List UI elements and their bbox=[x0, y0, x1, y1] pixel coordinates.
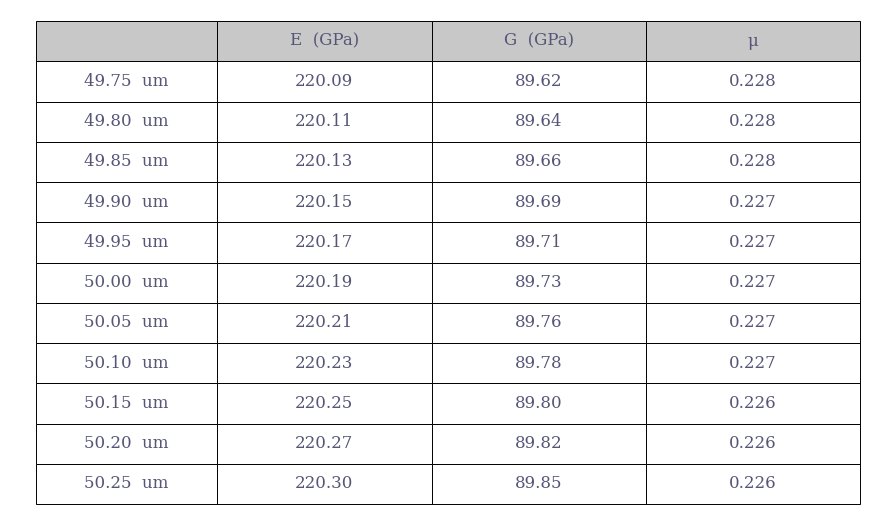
Bar bbox=[432, 61, 646, 101]
Text: 50.25  um: 50.25 um bbox=[84, 475, 168, 492]
Text: 49.85  um: 49.85 um bbox=[84, 153, 168, 171]
Bar bbox=[217, 262, 432, 303]
Bar bbox=[36, 21, 217, 61]
Text: 220.15: 220.15 bbox=[295, 194, 354, 211]
Text: 220.13: 220.13 bbox=[295, 153, 354, 171]
Text: 0.227: 0.227 bbox=[729, 234, 777, 251]
Bar bbox=[646, 424, 860, 464]
Text: 220.30: 220.30 bbox=[295, 475, 354, 492]
Text: 50.10  um: 50.10 um bbox=[84, 354, 168, 372]
Text: 89.78: 89.78 bbox=[515, 354, 563, 372]
Bar bbox=[646, 101, 860, 142]
Text: 50.15  um: 50.15 um bbox=[84, 395, 168, 412]
Bar bbox=[432, 222, 646, 262]
Bar bbox=[646, 61, 860, 101]
Text: 220.11: 220.11 bbox=[295, 113, 354, 130]
Text: 50.05  um: 50.05 um bbox=[84, 314, 168, 331]
Bar bbox=[36, 61, 217, 101]
Bar bbox=[646, 182, 860, 222]
Bar bbox=[217, 464, 432, 504]
Text: 49.90  um: 49.90 um bbox=[84, 194, 168, 211]
Bar bbox=[646, 222, 860, 262]
Bar bbox=[36, 464, 217, 504]
Bar bbox=[646, 383, 860, 424]
Bar bbox=[432, 424, 646, 464]
Text: 0.227: 0.227 bbox=[729, 274, 777, 291]
Text: 0.227: 0.227 bbox=[729, 354, 777, 372]
Bar bbox=[36, 343, 217, 383]
Bar bbox=[217, 222, 432, 262]
Bar bbox=[432, 182, 646, 222]
Text: μ: μ bbox=[747, 33, 758, 50]
Bar bbox=[217, 21, 432, 61]
Bar bbox=[217, 343, 432, 383]
Text: 220.25: 220.25 bbox=[295, 395, 354, 412]
Bar bbox=[432, 101, 646, 142]
Bar bbox=[432, 21, 646, 61]
Text: E  (GPa): E (GPa) bbox=[289, 33, 359, 50]
Bar bbox=[36, 424, 217, 464]
Bar bbox=[646, 21, 860, 61]
Text: 0.228: 0.228 bbox=[729, 153, 777, 171]
Bar bbox=[36, 383, 217, 424]
Text: 0.226: 0.226 bbox=[729, 475, 777, 492]
Text: 50.20  um: 50.20 um bbox=[84, 435, 168, 452]
Text: 89.85: 89.85 bbox=[515, 475, 563, 492]
Text: 89.71: 89.71 bbox=[515, 234, 563, 251]
Bar bbox=[217, 424, 432, 464]
Text: 89.66: 89.66 bbox=[515, 153, 563, 171]
Bar bbox=[432, 142, 646, 182]
Bar bbox=[217, 101, 432, 142]
Bar bbox=[432, 262, 646, 303]
Text: 0.226: 0.226 bbox=[729, 395, 777, 412]
Bar bbox=[432, 343, 646, 383]
Bar bbox=[217, 182, 432, 222]
Text: 0.228: 0.228 bbox=[729, 73, 777, 90]
Text: 0.228: 0.228 bbox=[729, 113, 777, 130]
Bar bbox=[432, 383, 646, 424]
Text: 220.23: 220.23 bbox=[295, 354, 354, 372]
Text: 89.80: 89.80 bbox=[515, 395, 563, 412]
Text: 0.227: 0.227 bbox=[729, 194, 777, 211]
Bar bbox=[36, 101, 217, 142]
Bar bbox=[36, 182, 217, 222]
Text: G  (GPa): G (GPa) bbox=[504, 33, 573, 50]
Text: 49.75  um: 49.75 um bbox=[84, 73, 168, 90]
Text: 89.76: 89.76 bbox=[515, 314, 563, 331]
Bar bbox=[36, 222, 217, 262]
Text: 89.62: 89.62 bbox=[515, 73, 563, 90]
Bar bbox=[432, 303, 646, 343]
Text: 220.19: 220.19 bbox=[295, 274, 354, 291]
Text: 49.80  um: 49.80 um bbox=[84, 113, 168, 130]
Text: 0.226: 0.226 bbox=[729, 435, 777, 452]
Text: 220.09: 220.09 bbox=[295, 73, 354, 90]
Bar bbox=[217, 383, 432, 424]
Bar bbox=[646, 464, 860, 504]
Text: 50.00  um: 50.00 um bbox=[84, 274, 168, 291]
Bar bbox=[217, 142, 432, 182]
Text: 220.27: 220.27 bbox=[295, 435, 354, 452]
Bar bbox=[36, 142, 217, 182]
Bar bbox=[646, 142, 860, 182]
Text: 0.227: 0.227 bbox=[729, 314, 777, 331]
Text: 89.73: 89.73 bbox=[515, 274, 563, 291]
Text: 220.21: 220.21 bbox=[295, 314, 354, 331]
Text: 49.95  um: 49.95 um bbox=[84, 234, 168, 251]
Bar bbox=[217, 303, 432, 343]
Bar bbox=[646, 303, 860, 343]
Bar bbox=[36, 303, 217, 343]
Bar bbox=[646, 262, 860, 303]
Bar bbox=[36, 262, 217, 303]
Bar bbox=[217, 61, 432, 101]
Text: 89.64: 89.64 bbox=[515, 113, 563, 130]
Bar bbox=[646, 343, 860, 383]
Text: 89.82: 89.82 bbox=[515, 435, 563, 452]
Text: 220.17: 220.17 bbox=[295, 234, 354, 251]
Text: 89.69: 89.69 bbox=[515, 194, 563, 211]
Bar bbox=[432, 464, 646, 504]
